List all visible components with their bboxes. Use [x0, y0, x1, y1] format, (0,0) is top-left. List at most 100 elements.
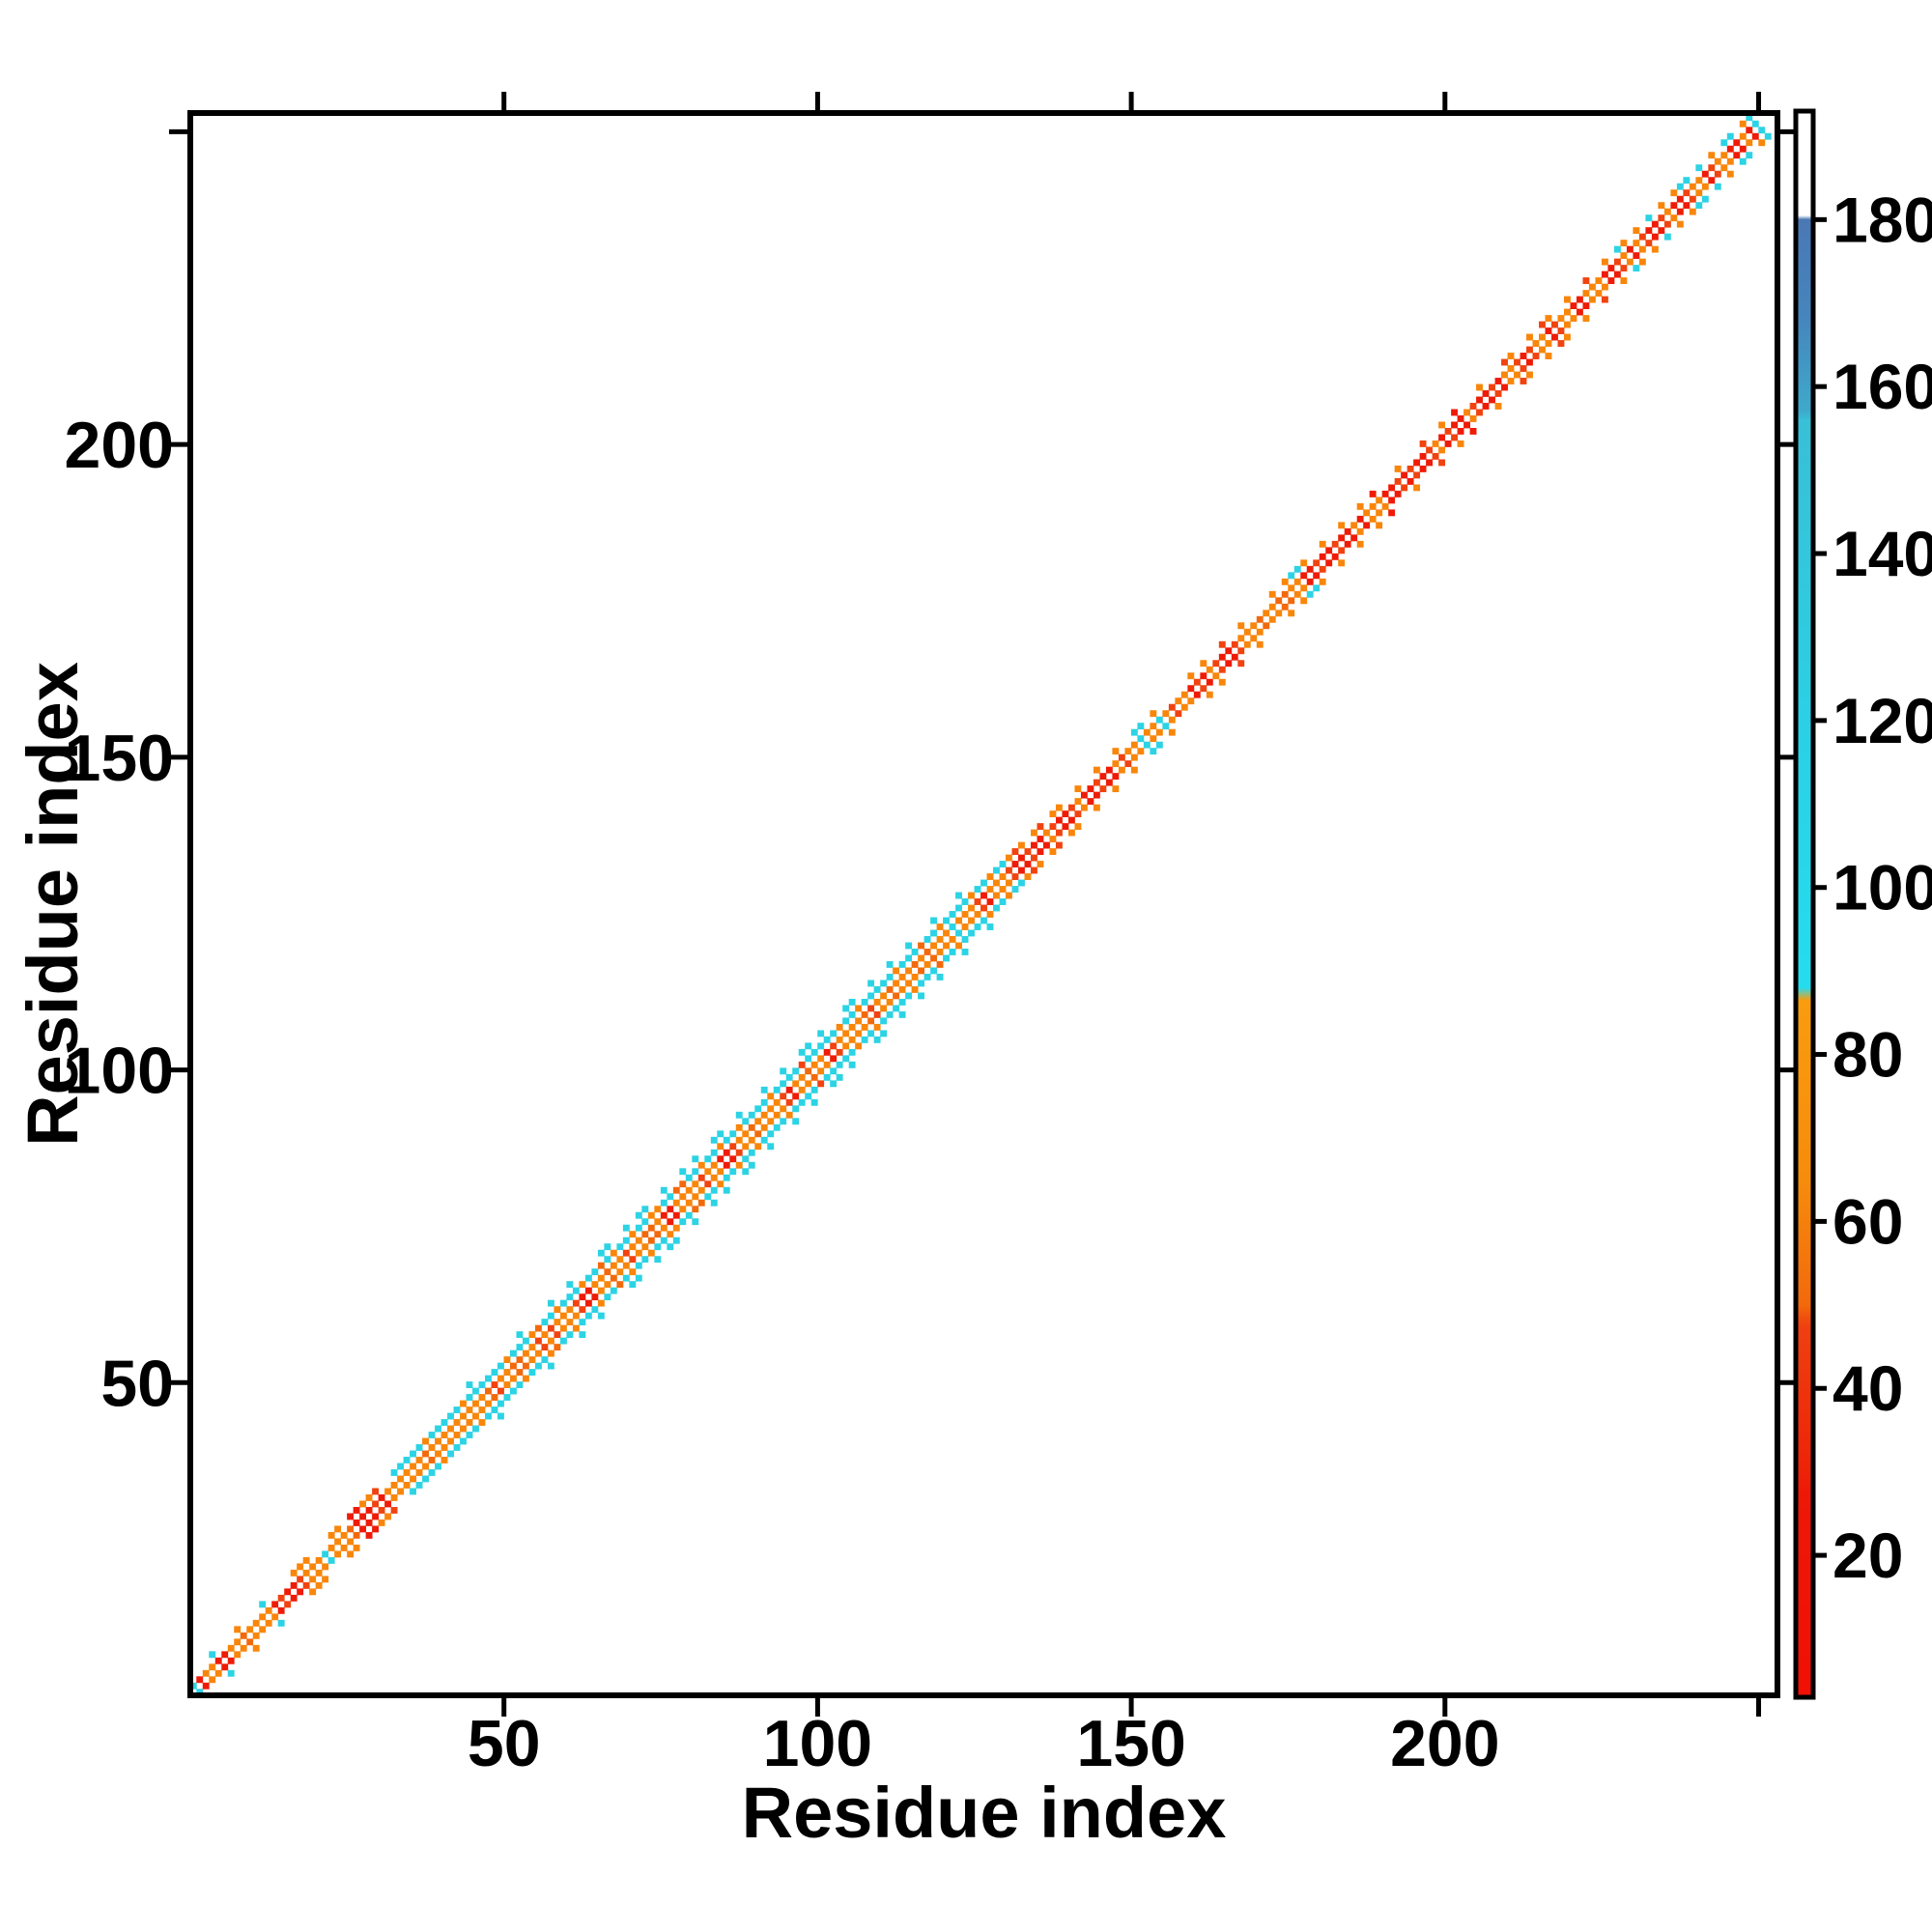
contact-cell — [460, 1425, 467, 1433]
contact-cell — [390, 1493, 398, 1501]
contact-cell — [447, 1437, 454, 1445]
contact-cell — [584, 1274, 592, 1282]
contact-cell — [792, 1093, 800, 1100]
contact-cell — [692, 1155, 699, 1163]
contact-cell — [466, 1419, 473, 1426]
contact-cell — [1055, 804, 1063, 811]
contact-cell — [1055, 816, 1063, 824]
contact-cell — [735, 1123, 743, 1131]
colorbar-tick-label: 80 — [1833, 1019, 1903, 1091]
contact-cell — [365, 1493, 373, 1501]
contact-cell — [1099, 773, 1107, 781]
contact-cell — [1168, 703, 1176, 711]
contact-cell — [372, 1513, 380, 1520]
contact-cell — [1545, 315, 1552, 322]
contact-cell — [1419, 452, 1427, 460]
contact-cell — [1489, 396, 1495, 404]
contact-cell — [1494, 390, 1502, 397]
contact-cell — [1438, 434, 1446, 441]
contact-cell — [1507, 353, 1515, 359]
contact-cell — [873, 998, 881, 1006]
contact-cell — [930, 954, 937, 962]
contact-cell — [227, 1644, 235, 1652]
contact-cell — [873, 985, 881, 993]
contact-cell — [647, 1211, 655, 1219]
contact-cell — [911, 960, 919, 968]
contact-cell — [516, 1381, 524, 1388]
contact-cell — [447, 1425, 454, 1433]
contact-cell — [309, 1563, 317, 1571]
contact-cell — [1150, 735, 1157, 743]
contact-cell — [692, 1206, 699, 1213]
contact-cell — [692, 1193, 699, 1201]
contact-cell — [1438, 446, 1446, 454]
contact-cell — [886, 960, 894, 968]
contact-cell — [1350, 534, 1358, 542]
contact-cell — [1451, 421, 1459, 429]
contact-cell — [1018, 879, 1025, 887]
contact-cell — [435, 1437, 441, 1445]
contact-cell — [1708, 164, 1716, 172]
contact-cell — [1200, 660, 1208, 668]
contact-cell — [1638, 258, 1646, 266]
contact-cell — [1539, 346, 1546, 354]
contact-cell — [748, 1161, 755, 1169]
contact-cell — [974, 911, 981, 918]
contact-cell — [1381, 490, 1389, 497]
contact-cell — [547, 1324, 554, 1332]
contact-cell — [823, 1036, 831, 1043]
contact-cell — [949, 911, 956, 918]
contact-cell — [861, 1023, 868, 1031]
contact-cell — [949, 936, 956, 943]
contact-cell — [1551, 333, 1558, 341]
contact-cell — [554, 1319, 561, 1326]
contact-cell — [485, 1412, 492, 1420]
contact-cell — [503, 1369, 511, 1377]
contact-cell — [1055, 829, 1063, 837]
contact-cell — [1112, 785, 1120, 793]
contact-cell — [930, 942, 937, 950]
contact-cell — [584, 1287, 592, 1294]
contact-cell — [572, 1287, 580, 1294]
contact-cell — [227, 1669, 235, 1677]
contact-cell — [1018, 854, 1025, 862]
contact-cell — [905, 967, 913, 975]
contact-cell — [1143, 741, 1151, 749]
contact-cell — [667, 1193, 674, 1201]
contact-cell — [855, 1042, 863, 1050]
contact-cell — [1401, 471, 1408, 479]
contact-cell — [566, 1319, 574, 1326]
contact-cell — [1206, 678, 1213, 686]
contact-cell — [641, 1206, 649, 1213]
contact-cell — [886, 998, 894, 1006]
contact-cell — [679, 1218, 687, 1226]
contact-cell — [1112, 748, 1120, 755]
contact-cell — [547, 1362, 554, 1370]
contact-cell — [842, 1017, 850, 1025]
contact-cell — [315, 1581, 323, 1589]
contact-cell — [610, 1262, 617, 1269]
contact-cell — [440, 1419, 448, 1426]
contact-cell — [604, 1268, 611, 1276]
contact-cell — [961, 898, 969, 905]
contact-cell — [1695, 177, 1703, 185]
contact-cell — [566, 1281, 574, 1289]
contact-cell — [798, 1061, 806, 1068]
contact-cell — [591, 1306, 599, 1314]
contact-cell — [1218, 666, 1226, 673]
contact-cell — [754, 1130, 762, 1138]
contact-cell — [1438, 459, 1446, 467]
contact-cell — [697, 1186, 705, 1194]
contact-cell — [1746, 139, 1753, 147]
colorbar-tick-label: 180 — [1833, 184, 1932, 255]
contact-cell — [1338, 547, 1346, 554]
contact-cell — [1689, 208, 1696, 215]
contact-cell — [723, 1186, 730, 1194]
contact-cell — [271, 1601, 279, 1608]
contact-cell — [999, 873, 1007, 880]
contact-cell — [886, 973, 894, 980]
contact-cell — [1419, 440, 1427, 447]
colorbar-tick-label: 60 — [1833, 1185, 1903, 1257]
contact-cell — [1105, 766, 1113, 774]
contact-cell — [322, 1563, 329, 1571]
